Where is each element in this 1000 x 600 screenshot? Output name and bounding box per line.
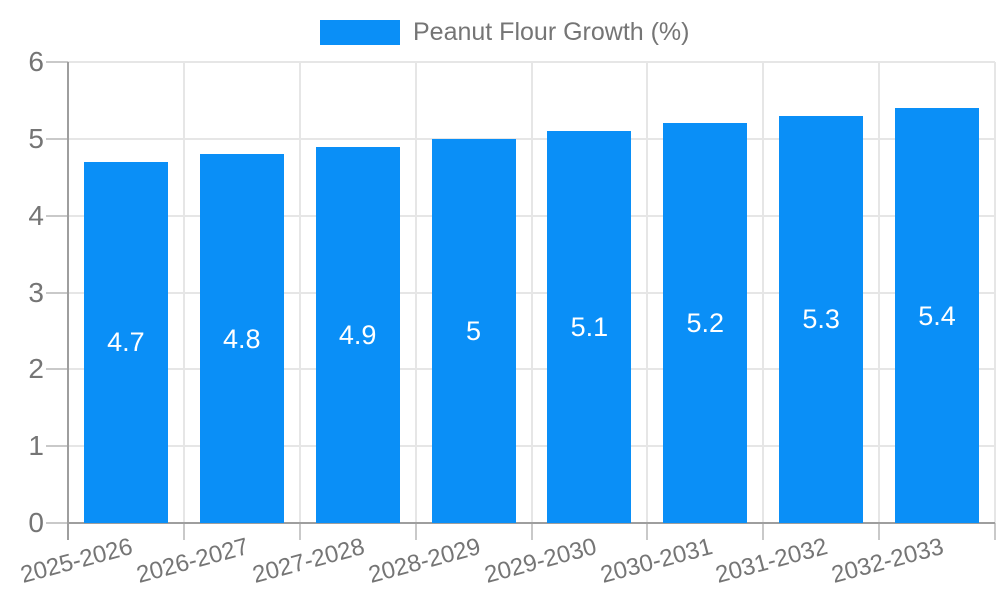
x-axis-label: 2032-2033 (828, 533, 947, 589)
x-axis-tick (762, 523, 765, 540)
y-axis-tick (46, 137, 68, 140)
bar[interactable]: 4.9 (315, 146, 400, 523)
gridline-vertical (298, 62, 301, 523)
legend: Peanut Flour Growth (%) (320, 20, 690, 45)
x-axis-label: 2031-2032 (713, 533, 831, 589)
x-axis-label: 2026-2027 (133, 533, 252, 589)
x-axis-tick (878, 523, 881, 540)
bar-value-label: 5.3 (802, 304, 840, 335)
gridline-vertical (994, 62, 996, 523)
x-axis-tick (298, 523, 301, 540)
y-axis-tick (46, 368, 68, 371)
x-axis-label: 2029-2030 (481, 533, 600, 589)
x-axis-tick (994, 523, 996, 540)
gridline-vertical (878, 62, 881, 523)
bar-value-label: 4.7 (107, 327, 145, 358)
y-axis-label: 1 (28, 430, 44, 462)
y-axis-label: 0 (28, 507, 44, 538)
bar[interactable]: 4.8 (199, 154, 284, 523)
y-axis-tick (46, 291, 68, 294)
bar[interactable]: 5 (431, 138, 516, 523)
bar-value-label: 4.9 (338, 319, 377, 350)
bar-value-label: 5.4 (918, 300, 956, 331)
gridline-vertical (762, 62, 765, 523)
legend-swatch (320, 20, 400, 45)
gridline-vertical (646, 62, 649, 523)
bar[interactable]: 4.7 (83, 161, 168, 523)
y-axis-line (67, 62, 69, 540)
x-axis-label: 2030-2031 (597, 533, 716, 589)
y-axis-label: 2 (28, 353, 44, 385)
bar-value-label: 5.2 (686, 308, 725, 339)
gridline-vertical (182, 62, 185, 523)
bar[interactable]: 5.1 (547, 131, 632, 523)
gridline-vertical (414, 62, 417, 523)
x-axis-tick (646, 523, 649, 540)
bar[interactable]: 5.4 (895, 108, 980, 523)
bar-value-label: 4.8 (223, 323, 261, 354)
x-axis-tick (530, 523, 533, 540)
y-axis-label: 6 (28, 46, 44, 77)
y-axis-tick (46, 522, 68, 524)
y-axis-label: 4 (28, 199, 44, 231)
y-axis-tick (46, 61, 68, 63)
x-axis-tick (414, 523, 417, 540)
y-axis-tick (46, 214, 68, 217)
y-axis-tick (46, 445, 68, 448)
x-axis-line (68, 522, 995, 524)
y-axis-label: 3 (28, 276, 44, 308)
bar[interactable]: 5.2 (663, 123, 748, 523)
bar[interactable]: 5.3 (779, 115, 864, 523)
x-axis-tick (182, 523, 185, 540)
x-axis-label: 2028-2029 (365, 533, 484, 589)
bar-value-label: 5 (466, 315, 482, 346)
legend-label: Peanut Flour Growth (%) (413, 18, 690, 46)
gridline-vertical (530, 62, 533, 523)
x-axis-label: 2025-2026 (17, 533, 136, 589)
x-axis-label: 2027-2028 (249, 533, 368, 589)
bar-value-label: 5.1 (570, 312, 609, 343)
y-axis-label: 5 (28, 122, 44, 154)
